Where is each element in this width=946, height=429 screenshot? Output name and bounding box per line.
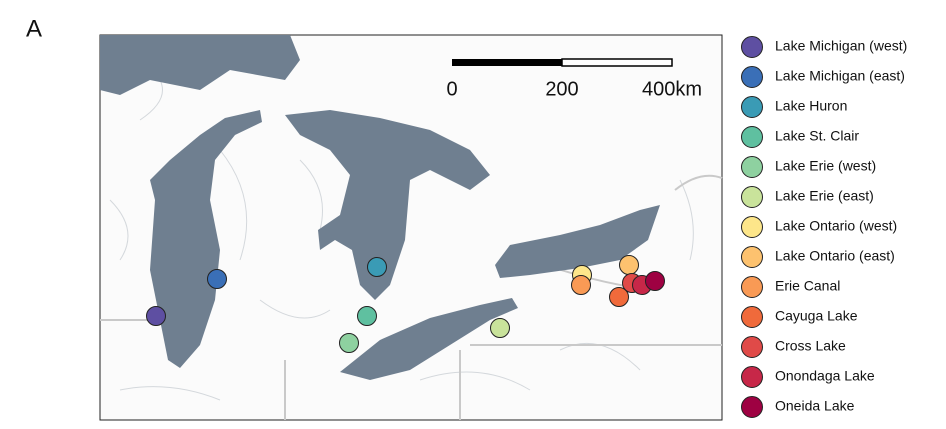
lake-ontario bbox=[495, 205, 660, 278]
scale-label: 0 bbox=[446, 78, 457, 100]
legend-label: Oneida Lake bbox=[775, 398, 855, 414]
site-marker bbox=[490, 318, 510, 338]
lake-michigan bbox=[150, 110, 262, 368]
legend: Lake Michigan (west) Lake Michigan (east)… bbox=[741, 36, 907, 418]
map: 0 200 400km bbox=[99, 34, 723, 421]
site-marker bbox=[645, 271, 665, 291]
legend-marker bbox=[741, 156, 763, 178]
legend-marker bbox=[741, 246, 763, 268]
legend-label: Lake Ontario (east) bbox=[775, 248, 895, 264]
site-marker bbox=[609, 287, 629, 307]
legend-label: Lake Michigan (west) bbox=[775, 38, 907, 54]
legend-label: Erie Canal bbox=[775, 278, 840, 294]
legend-label: Onondaga Lake bbox=[775, 368, 875, 384]
site-marker bbox=[339, 333, 359, 353]
legend-label: Cayuga Lake bbox=[775, 308, 858, 324]
legend-marker bbox=[741, 96, 763, 118]
legend-marker bbox=[741, 66, 763, 88]
legend-marker bbox=[741, 276, 763, 298]
site-markers bbox=[146, 255, 665, 353]
scale-label: 200 bbox=[545, 78, 578, 100]
legend-label: Lake Erie (west) bbox=[775, 158, 876, 174]
site-marker bbox=[619, 255, 639, 275]
legend-label: Lake Huron bbox=[775, 98, 847, 114]
legend-marker bbox=[741, 306, 763, 328]
legend-label: Lake St. Clair bbox=[775, 128, 859, 144]
legend-marker bbox=[741, 126, 763, 148]
lake-superior bbox=[100, 35, 300, 95]
legend-label: Lake Michigan (east) bbox=[775, 68, 905, 84]
scale-label: 400km bbox=[642, 78, 702, 100]
site-marker bbox=[571, 275, 591, 295]
legend-label: Cross Lake bbox=[775, 338, 846, 354]
legend-marker bbox=[741, 336, 763, 358]
legend-marker bbox=[741, 216, 763, 238]
legend-marker bbox=[741, 366, 763, 388]
legend-label: Lake Ontario (west) bbox=[775, 218, 897, 234]
lake-erie bbox=[340, 298, 518, 380]
site-marker bbox=[207, 269, 227, 289]
borders bbox=[100, 174, 723, 420]
site-marker bbox=[367, 257, 387, 277]
legend-marker bbox=[741, 396, 763, 418]
legend-marker bbox=[741, 186, 763, 208]
panel-label: A bbox=[26, 15, 42, 42]
scale-bar-white bbox=[561, 58, 673, 67]
site-marker bbox=[357, 306, 377, 326]
legend-label: Lake Erie (east) bbox=[775, 188, 874, 204]
site-marker bbox=[146, 306, 166, 326]
legend-marker bbox=[741, 36, 763, 58]
scale-bar-black bbox=[452, 59, 562, 66]
lake-huron bbox=[285, 110, 490, 300]
